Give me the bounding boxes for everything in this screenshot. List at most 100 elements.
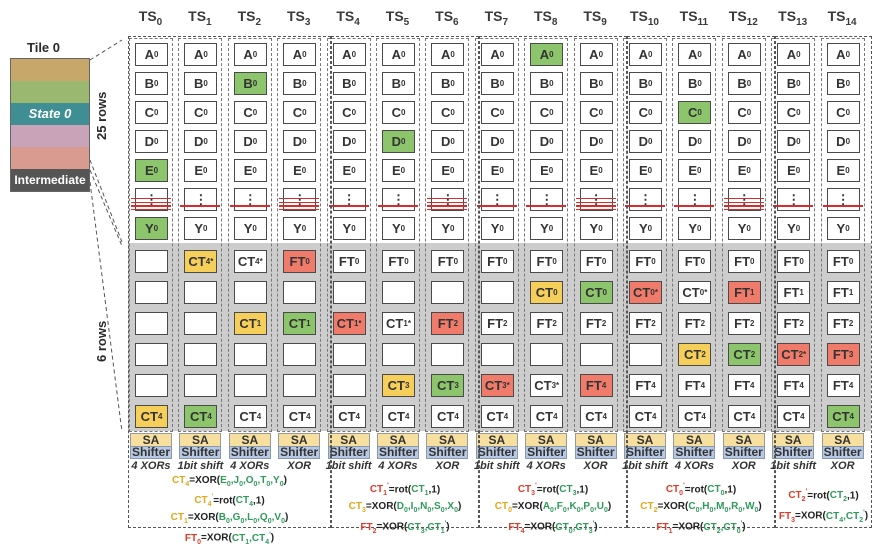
sa-unit: SA <box>377 433 419 447</box>
ts-header-11: TS11 <box>679 8 709 28</box>
row-divider <box>131 209 171 210</box>
state-rows-label: 25 rows <box>94 91 109 140</box>
intermediate-cell: FT 1 <box>727 281 761 304</box>
sa-unit: SA <box>278 433 321 447</box>
ts-header-13: TS13 <box>778 8 808 28</box>
intermediate-cell: FT 2 <box>678 312 712 335</box>
ts-column-frame <box>425 38 470 432</box>
row-divider <box>674 205 715 207</box>
ts-header-0: TS0 <box>138 8 163 28</box>
intermediate-cell: FT 2 <box>727 312 761 335</box>
equations-group-3: CT3'=rot(CT3,1) CT0=XOR(A0,F0,K0,P0,U0) … <box>494 483 612 535</box>
intermediate-cell: FT 0 <box>579 250 613 273</box>
intermediate-cell: FT 2 <box>579 312 613 335</box>
ts-column-frame <box>524 38 569 432</box>
group-5 <box>775 36 872 528</box>
intermediate-cell: CT 4 * <box>184 250 218 273</box>
row-divider <box>378 205 418 207</box>
equations-group-2: CT1'=rot(CT1,1) CT3=XOR(D0,I0,N0,S0,X0) … <box>348 483 462 535</box>
intermediate-cell <box>332 374 366 397</box>
operation-label: 1bit shift <box>473 460 520 472</box>
sa-unit: SA <box>673 433 716 447</box>
row-divider <box>328 205 369 207</box>
intermediate-cell <box>530 343 564 366</box>
ts-header-10: TS10 <box>629 8 659 28</box>
intermediate-cell: CT 0 * <box>678 281 712 304</box>
intermediate-cell: CT 4 <box>727 405 761 428</box>
intermediate-cell: FT 0 <box>530 250 564 273</box>
ts-column-frame <box>376 38 420 432</box>
ts-column-frame <box>573 38 618 432</box>
intermediate-cell: CT 4 <box>629 405 662 428</box>
intermediate-cell: CT 2 <box>727 343 761 366</box>
row-divider <box>131 198 171 199</box>
intermediate-cell: CT 4 <box>332 405 366 428</box>
equations-group-1: CT4=XOR(E0,J0,O0,T0,Y0) CT4'=rot(CT4,1) … <box>170 475 289 546</box>
intermediate-cell <box>431 281 465 304</box>
intermediate-cell: CT 1 * <box>332 312 366 335</box>
row-divider <box>575 198 616 199</box>
equations-group-4: CT0'=rot(CT0,1) CT2=XOR(C0,H0,M0,R0,W0) … <box>640 483 762 535</box>
operation-label: XOR <box>435 460 460 472</box>
intermediate-cell: FT 4 <box>629 374 662 397</box>
operation-label: 1bit shift <box>177 460 224 472</box>
shifter-unit: Shifter <box>722 445 765 459</box>
operation-label: 4 XORs <box>131 460 171 472</box>
intermediate-cell <box>283 374 317 397</box>
row-divider <box>773 205 814 207</box>
intermediate-cell <box>135 374 168 397</box>
operation-label: XOR <box>731 460 756 472</box>
intermediate-cell: CT 2 <box>678 343 712 366</box>
group-4 <box>627 36 775 528</box>
intermediate-cell: FT 4 <box>579 374 613 397</box>
intermediate-cell <box>135 250 168 273</box>
intermediate-cell: CT 1 <box>233 312 267 335</box>
intermediate-cell: FT 2 <box>480 312 514 335</box>
shifter-unit: Shifter <box>130 445 172 459</box>
row-divider <box>723 205 764 207</box>
ts-header-4: TS4 <box>336 8 360 28</box>
ts-column-frame <box>178 38 223 432</box>
intermediate-cell <box>283 281 317 304</box>
ts-header-1: TS1 <box>188 8 212 28</box>
intermediate-cell <box>184 374 218 397</box>
shifter-unit: Shifter <box>377 445 419 459</box>
intermediate-band: Intermediate <box>11 169 89 191</box>
shifter-unit: Shifter <box>475 445 518 459</box>
ts-column-frame <box>227 38 272 432</box>
operation-label: 1bit shift <box>770 460 817 472</box>
intermediate-cell <box>629 343 662 366</box>
intermediate-cell: FT 4 <box>777 374 811 397</box>
intermediate-cell: CT 4 <box>233 405 267 428</box>
ts-header-8: TS8 <box>533 8 558 28</box>
